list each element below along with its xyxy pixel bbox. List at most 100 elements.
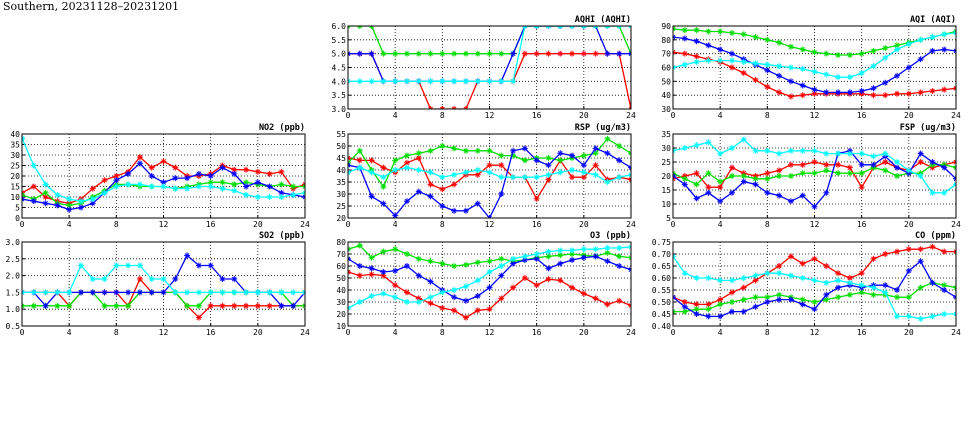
y-tick-label: 40 — [10, 130, 20, 139]
chart-so2: 0 4 8 12 16 20 24 0.5 1.0 1.5 2.0 2.5 3.0 SO2 (ppb) — [6, 231, 310, 337]
data-point-red — [905, 90, 912, 97]
data-point-blue — [799, 192, 806, 199]
y-tick-label: 2.0 — [6, 272, 21, 281]
data-point-blue — [533, 255, 540, 262]
data-point-blue — [823, 89, 830, 96]
data-point-blue — [628, 50, 631, 57]
x-tick-label: 4 — [393, 220, 398, 229]
data-point-red — [498, 162, 505, 169]
data-point-red — [728, 289, 735, 296]
data-point-green — [917, 284, 924, 291]
x-tick-label: 24 — [300, 220, 310, 229]
data-point-cyan — [380, 174, 387, 181]
data-point-blue — [681, 35, 688, 42]
data-point-blue — [929, 159, 936, 165]
data-point-blue — [219, 275, 226, 282]
y-tick-label: 0.45 — [652, 310, 671, 319]
data-point-cyan — [905, 40, 912, 47]
data-point-cyan — [356, 299, 363, 305]
data-point-cyan — [474, 277, 481, 284]
data-point-cyan — [439, 289, 446, 296]
data-point-blue — [894, 287, 901, 293]
data-point-green — [474, 259, 481, 266]
data-point-red — [858, 270, 865, 277]
data-point-cyan — [728, 145, 735, 151]
data-point-green — [764, 175, 771, 182]
data-point-blue — [557, 260, 564, 267]
x-tick-label: 16 — [206, 328, 216, 337]
data-point-red — [278, 168, 285, 175]
data-point-red — [799, 260, 806, 267]
x-tick-label: 0 — [20, 328, 25, 337]
data-point-cyan — [616, 26, 623, 29]
data-point-blue — [415, 188, 422, 195]
data-point-green — [231, 181, 238, 188]
data-point-red — [474, 307, 481, 314]
data-point-cyan — [557, 169, 564, 176]
data-point-cyan — [705, 139, 712, 146]
data-point-red — [533, 282, 540, 289]
data-point-red — [439, 305, 446, 311]
data-point-cyan — [54, 289, 61, 296]
data-point-red — [356, 272, 363, 279]
data-point-cyan — [811, 277, 818, 284]
x-tick-label: 0 — [671, 328, 676, 337]
data-point-cyan — [728, 277, 735, 284]
data-point-cyan — [953, 311, 956, 317]
data-point-red — [569, 174, 576, 181]
y-tick-label: 1.5 — [6, 288, 21, 297]
data-point-blue — [207, 173, 214, 179]
data-point-green — [427, 258, 434, 265]
data-point-cyan — [764, 61, 771, 68]
data-point-cyan — [681, 270, 688, 277]
data-point-green — [415, 255, 422, 262]
data-point-cyan — [823, 71, 830, 78]
data-point-cyan — [498, 174, 505, 181]
y-tick-label: 50 — [336, 142, 346, 151]
data-point-cyan — [799, 275, 806, 281]
data-point-red — [427, 181, 434, 188]
data-point-blue — [681, 303, 688, 310]
data-point-green — [628, 254, 631, 261]
data-point-green — [752, 175, 759, 182]
data-point-blue — [740, 308, 747, 315]
data-point-blue — [681, 181, 688, 188]
data-point-blue — [799, 82, 806, 89]
data-point-green — [462, 50, 469, 57]
y-tick-label: 30 — [10, 151, 20, 160]
data-point-blue — [136, 160, 143, 167]
data-point-green — [616, 253, 623, 260]
data-point-blue — [498, 272, 505, 279]
data-point-red — [604, 301, 611, 308]
data-point-green — [740, 31, 747, 38]
data-point-cyan — [705, 57, 712, 64]
data-point-red — [148, 164, 155, 171]
data-point-cyan — [207, 289, 214, 296]
data-point-green — [616, 143, 623, 149]
data-point-blue — [592, 145, 599, 152]
y-tick-label: 20 — [10, 172, 20, 181]
data-point-cyan — [356, 164, 363, 171]
data-point-cyan — [148, 275, 155, 282]
data-point-blue — [673, 173, 676, 179]
data-point-cyan — [22, 289, 25, 296]
y-tick-label: 30 — [336, 190, 346, 199]
data-point-blue — [348, 50, 351, 57]
data-point-green — [823, 167, 830, 174]
data-point-green — [498, 152, 505, 159]
data-point-blue — [787, 198, 794, 205]
data-point-cyan — [580, 169, 587, 176]
data-point-green — [799, 170, 806, 177]
x-tick-label: 4 — [67, 328, 72, 337]
x-tick-label: 8 — [440, 111, 445, 120]
y-tick-label: 90 — [661, 22, 671, 31]
data-point-cyan — [42, 289, 49, 296]
data-point-red — [953, 248, 956, 255]
x-tick-label: 0 — [346, 328, 351, 337]
data-point-blue — [858, 161, 865, 168]
data-point-blue — [302, 194, 305, 200]
x-tick-label: 12 — [810, 111, 820, 120]
data-point-red — [368, 271, 375, 278]
data-point-red — [569, 50, 576, 57]
data-point-blue — [113, 177, 120, 184]
